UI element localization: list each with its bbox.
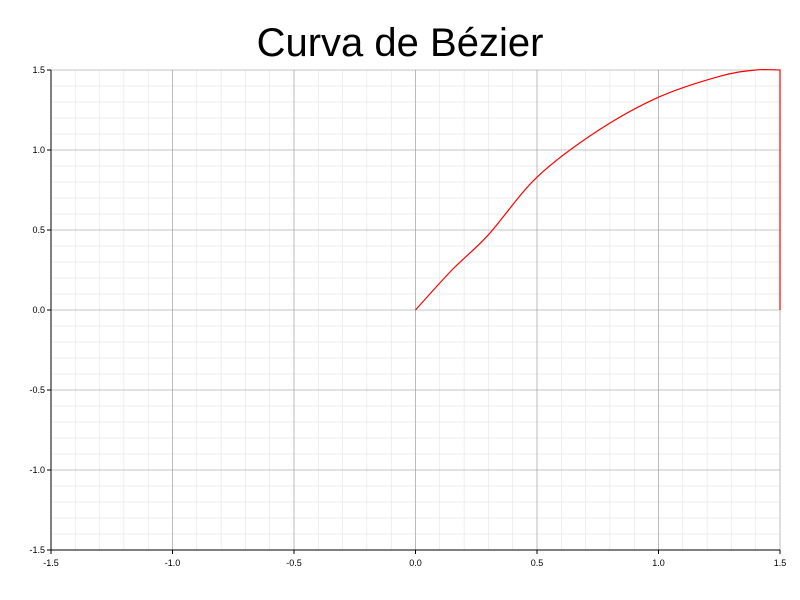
x-tick-label: 0.5	[531, 558, 544, 568]
axes	[47, 69, 781, 554]
y-tick-label: 0.5	[32, 225, 45, 235]
x-tick-label: 1.5	[774, 558, 787, 568]
y-tick-label: -1.0	[29, 465, 45, 475]
y-tick-label: -1.5	[29, 545, 45, 555]
x-tick-label: 1.0	[652, 558, 665, 568]
x-tick-label: -1.5	[43, 558, 59, 568]
y-tick-labels: 1.5 1.0 0.5 0.0 -0.5 -1.0 -1.5	[29, 65, 45, 555]
y-tick-label: 1.0	[32, 145, 45, 155]
y-tick-label: -0.5	[29, 385, 45, 395]
x-tick-label: 0.0	[409, 558, 422, 568]
x-tick-label: -1.0	[165, 558, 181, 568]
x-tick-labels: -1.5 -1.0 -0.5 0.0 0.5 1.0 1.5	[43, 558, 786, 568]
series-layer	[415, 68, 781, 311]
bezier-curve-line	[415, 68, 781, 311]
chart-title: Curva de Bézier	[256, 21, 544, 65]
x-tick-label: -0.5	[286, 558, 302, 568]
y-tick-label: 0.0	[32, 305, 45, 315]
y-tick-label: 1.5	[32, 65, 45, 75]
